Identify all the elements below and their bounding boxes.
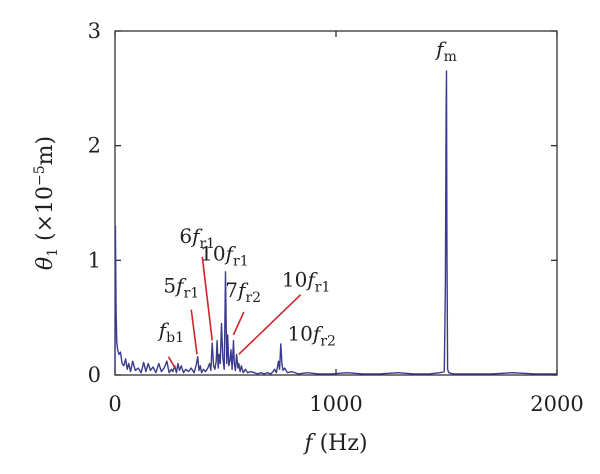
annotation-leader-fb1 <box>167 356 176 369</box>
x-tick-label: 0 <box>108 392 121 416</box>
series-layer <box>114 70 557 375</box>
annotation-10fr1-a: 10fr1 <box>200 241 248 269</box>
annotation-leader-6fr1 <box>201 256 214 341</box>
y-axis-label-prefix: (×10 <box>33 186 58 248</box>
y-axis-label-suffix: m) <box>33 136 58 165</box>
y-axis-label-symbol: θ <box>33 257 58 270</box>
annotation-5fr1: 5fr1 <box>163 273 199 301</box>
annotation-leader-5fr1 <box>190 309 198 355</box>
annotation-fb1: fb1 <box>157 318 184 346</box>
plot-frame <box>114 30 558 376</box>
annotation-10fr1-b: 10fr1 <box>282 268 330 296</box>
y-axis-label: θ1 (×10−5m) <box>32 136 61 270</box>
axes: 0 1000 2000 0 1 2 3 <box>88 19 584 416</box>
annotation-10fr2: 10fr2 <box>287 322 335 350</box>
annotation-7fr2: 7fr2 <box>225 278 261 306</box>
x-tick-label: 2000 <box>530 392 583 416</box>
x-tick-label: 1000 <box>309 392 362 416</box>
x-axis-label: f (Hz) <box>302 431 367 456</box>
y-tick-label: 1 <box>88 248 101 272</box>
y-tick-label: 0 <box>88 363 101 387</box>
y-axis-label-subscript: 1 <box>45 248 61 257</box>
y-tick-label: 2 <box>88 134 101 158</box>
y-axis-label-exponent: −5 <box>32 165 48 186</box>
spectrum-series-line <box>114 70 557 375</box>
annotation-leader-10fr1-b <box>238 294 302 355</box>
x-axis-label-unit: (Hz) <box>313 431 368 456</box>
annotation-fm: fm <box>434 37 457 65</box>
y-tick-label: 3 <box>88 19 101 43</box>
annotation-leader-7fr2 <box>232 311 245 336</box>
